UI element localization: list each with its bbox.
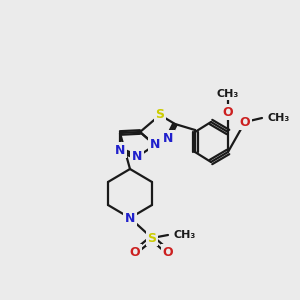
Text: N: N	[115, 143, 125, 157]
Text: N: N	[150, 139, 160, 152]
Text: CH₃: CH₃	[173, 230, 195, 240]
Text: O: O	[130, 245, 140, 259]
Text: CH₃: CH₃	[267, 113, 289, 123]
Text: CH₃: CH₃	[217, 89, 239, 99]
Text: N: N	[132, 151, 142, 164]
Text: S: S	[148, 232, 157, 244]
Text: O: O	[223, 106, 233, 118]
Text: O: O	[163, 245, 173, 259]
Text: S: S	[155, 109, 164, 122]
Text: O: O	[240, 116, 250, 128]
Text: N: N	[163, 131, 173, 145]
Text: N: N	[125, 212, 135, 224]
